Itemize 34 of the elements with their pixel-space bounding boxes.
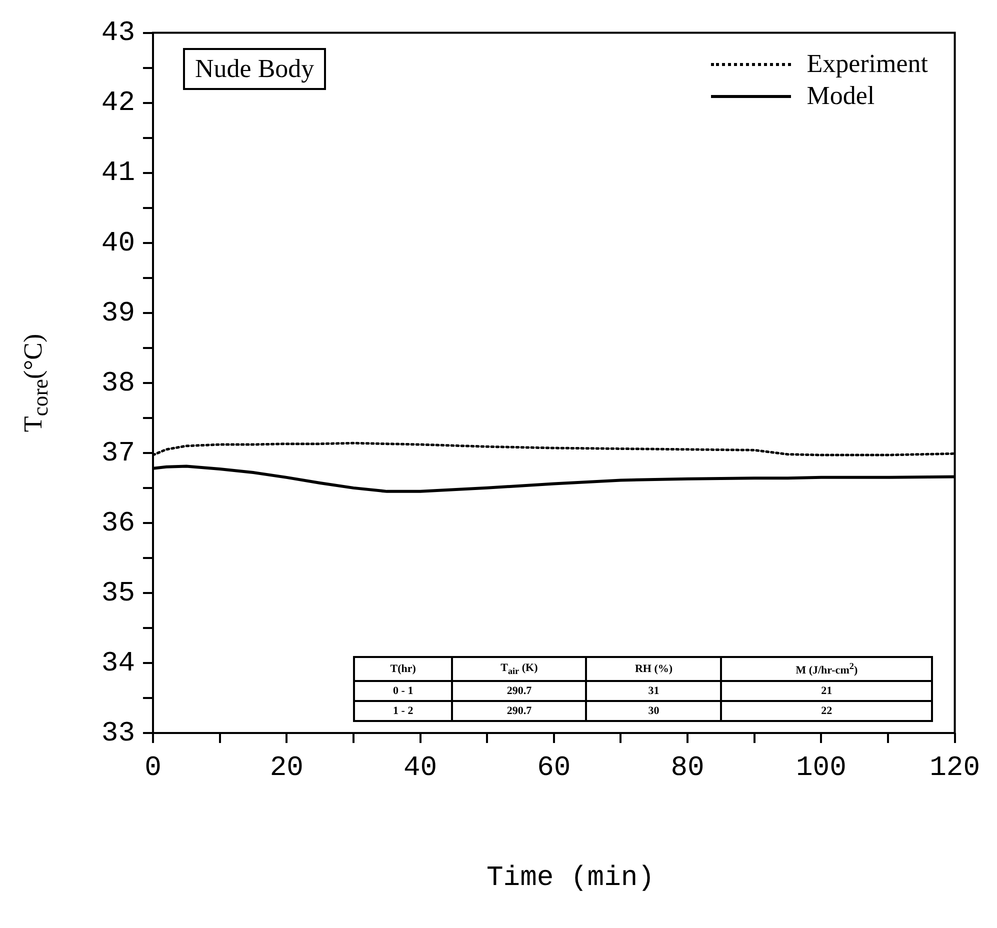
- annotation: Nude Body: [183, 48, 326, 90]
- annotation: 290.7: [452, 700, 586, 721]
- x-tick-label: 80: [670, 753, 704, 784]
- x-tick-label: 120: [930, 753, 980, 784]
- x-tick-label: 100: [796, 753, 846, 784]
- y-tick-label: 36: [101, 508, 135, 540]
- y-tick-label: 40: [101, 228, 135, 260]
- annotation: 21: [721, 680, 932, 701]
- y-tick-label: 33: [101, 718, 135, 750]
- annotation: 0 - 1: [354, 680, 452, 701]
- legend-label: Experiment: [806, 49, 928, 79]
- x-tick-label: 0: [144, 753, 162, 784]
- x-axis-title: Time (min): [485, 863, 656, 894]
- annotation: 22: [721, 700, 932, 721]
- y-tick-label: 35: [101, 578, 135, 610]
- x-tick-label: 60: [537, 753, 571, 784]
- annotation: 31: [586, 680, 722, 701]
- annotation: RH (%): [586, 657, 722, 681]
- x-tick-label: 20: [270, 753, 304, 784]
- x-tick-label: 40: [403, 753, 438, 784]
- annotation: T(hr): [354, 657, 452, 681]
- y-tick-label: 39: [101, 298, 135, 330]
- annotation: 290.7: [452, 680, 586, 701]
- y-tick-label: 42: [101, 88, 135, 120]
- y-tick-label: 34: [101, 648, 135, 680]
- annotation: T$_{air}$ (K): [452, 657, 586, 681]
- y-tick-label: 43: [101, 18, 135, 50]
- annotation: 1 - 2: [354, 700, 452, 721]
- y-tick-label: 38: [101, 368, 135, 400]
- annotation: M (J/hr-cm$^{2}$): [721, 657, 932, 681]
- y-tick-label: 41: [101, 158, 135, 190]
- annotation: 30: [586, 700, 722, 721]
- y-tick-label: 37: [101, 438, 135, 470]
- legend-label: Model: [806, 81, 875, 111]
